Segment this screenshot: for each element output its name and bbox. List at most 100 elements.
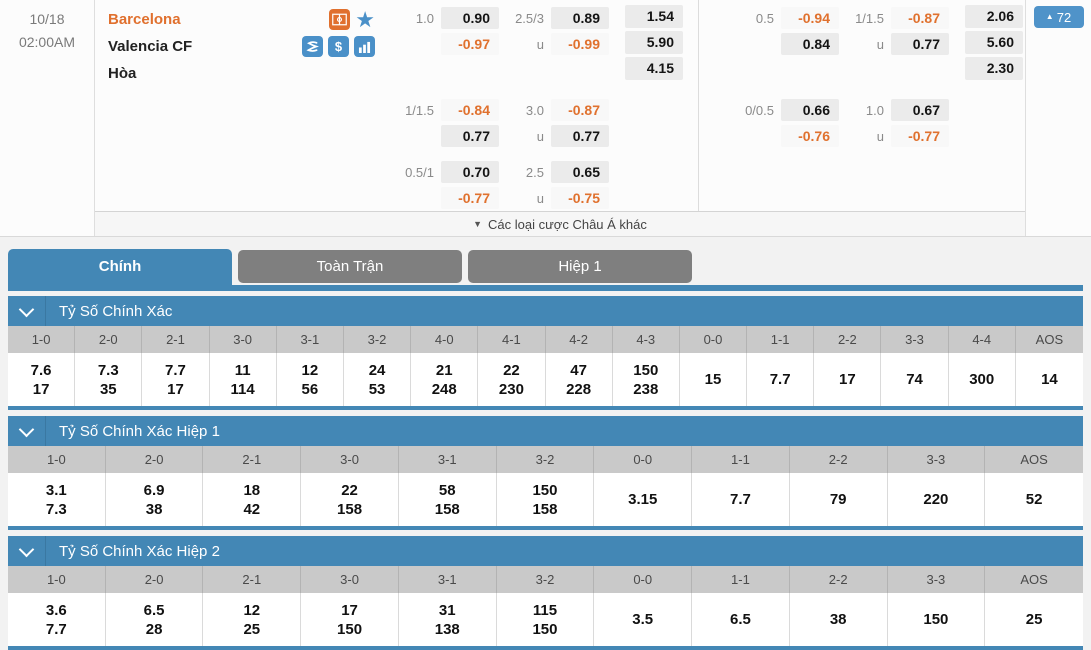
- score-odds-cell[interactable]: 6.5: [692, 593, 790, 646]
- away-odds: 138: [434, 620, 460, 638]
- odds-box[interactable]: -0.99: [551, 33, 609, 55]
- score-odds-cell[interactable]: 79: [789, 473, 888, 526]
- odds-box[interactable]: -0.75: [551, 187, 609, 209]
- home-odds: 12: [301, 361, 319, 379]
- score-odds-cell[interactable]: 24 53: [343, 353, 412, 406]
- odds-box[interactable]: -0.87: [551, 99, 609, 121]
- dollar-icon[interactable]: $: [328, 36, 349, 57]
- score-odds-cell[interactable]: 14: [1015, 353, 1083, 406]
- score-odds-cell[interactable]: 58 158: [398, 473, 497, 526]
- score-odds-cell[interactable]: 22 230: [478, 353, 546, 406]
- odds-box[interactable]: 0.89: [551, 7, 609, 29]
- score-column-header: 4-2: [545, 326, 613, 353]
- collapse-toggle[interactable]: [8, 296, 46, 326]
- score-odds-cell[interactable]: 12 25: [203, 593, 302, 646]
- favorite-star-icon[interactable]: ★: [355, 7, 375, 32]
- away-odds: 42: [243, 500, 261, 518]
- odds-box[interactable]: 0.70: [441, 161, 499, 183]
- odds-box[interactable]: 0.84: [781, 33, 839, 55]
- score-odds-cell[interactable]: 38: [789, 593, 888, 646]
- odds-count-button[interactable]: ▲ 72: [1033, 6, 1084, 28]
- odds-value: 6.5: [730, 611, 751, 628]
- odds-box[interactable]: -0.76: [781, 125, 839, 147]
- score-odds-cell[interactable]: 12 56: [276, 353, 344, 406]
- odds-box[interactable]: 0.66: [781, 99, 839, 121]
- score-odds-cell[interactable]: 74: [881, 353, 949, 406]
- score-odds-cell[interactable]: 7.6 17: [8, 353, 76, 406]
- odds-box[interactable]: 0.67: [891, 99, 949, 121]
- score-odds-cell[interactable]: 300: [948, 353, 1016, 406]
- bet-slip-icon[interactable]: [302, 36, 323, 57]
- score-odds-cell[interactable]: 31 138: [398, 593, 497, 646]
- odds-value: 3.15: [628, 491, 658, 508]
- stats-icon[interactable]: [354, 36, 375, 57]
- score-odds-cell[interactable]: 25: [985, 593, 1083, 646]
- score-odds-cell[interactable]: 3.5: [594, 593, 693, 646]
- odds-box[interactable]: 0.65: [551, 161, 609, 183]
- score-odds-cell[interactable]: 7.7: [747, 353, 815, 406]
- odds-box[interactable]: -0.94: [781, 7, 839, 29]
- more-asian-bets-toggle[interactable]: ▼ Các loại cược Châu Á khác: [95, 211, 1025, 236]
- odds-box[interactable]: -0.97: [441, 33, 499, 55]
- ft-handicap-column: 1.0 0.90 -0.97 1/1.5 -0.84 0.77 0.5/1 0.70 …: [389, 0, 499, 211]
- collapse-toggle[interactable]: [8, 416, 46, 446]
- full-time-odds-group: 1.0 0.90 -0.97 1/1.5 -0.84 0.77 0.5/1 0.70 …: [389, 0, 699, 212]
- tab-hiep-1[interactable]: Hiệp 1: [468, 250, 692, 283]
- home-team-name[interactable]: Barcelona: [108, 11, 181, 28]
- odds-box[interactable]: 5.90: [625, 31, 683, 54]
- score-odds-cell[interactable]: 6.5 28: [105, 593, 204, 646]
- score-odds-cell[interactable]: 15: [679, 353, 748, 406]
- score-odds-cell[interactable]: 6.9 38: [105, 473, 204, 526]
- odds-box[interactable]: 0.77: [441, 125, 499, 147]
- odds-box[interactable]: 0.90: [441, 7, 499, 29]
- score-odds-cell[interactable]: 3.15: [594, 473, 693, 526]
- odds-box[interactable]: -0.84: [441, 99, 499, 121]
- score-odds-cell[interactable]: 150: [887, 593, 986, 646]
- section-header[interactable]: Tỷ Số Chính Xác Hiệp 2: [8, 536, 1083, 566]
- score-odds-cell[interactable]: 7.7 17: [142, 353, 210, 406]
- score-odds-cell[interactable]: 7.7: [692, 473, 790, 526]
- score-odds-cell[interactable]: 17 150: [301, 593, 399, 646]
- score-odds-cell[interactable]: 17: [814, 353, 882, 406]
- away-odds: 38: [145, 500, 163, 518]
- pitch-icon[interactable]: [329, 9, 351, 30]
- score-odds-cell[interactable]: 220: [887, 473, 986, 526]
- score-odds-cell[interactable]: 3.1 7.3: [8, 473, 106, 526]
- away-team-name[interactable]: Valencia CF: [108, 38, 193, 55]
- score-odds-cell[interactable]: 52: [985, 473, 1083, 526]
- section-header[interactable]: Tỷ Số Chính Xác Hiệp 1: [8, 416, 1083, 446]
- odds-box[interactable]: 1.54: [625, 5, 683, 28]
- odds-box[interactable]: 0.77: [551, 125, 609, 147]
- odds-box[interactable]: -0.77: [891, 125, 949, 147]
- collapse-toggle[interactable]: [8, 536, 46, 566]
- score-odds-cell[interactable]: 22 158: [301, 473, 399, 526]
- score-odds-cell[interactable]: 115 150: [496, 593, 595, 646]
- score-column-header: 3-2: [496, 446, 595, 473]
- section-header[interactable]: Tỷ Số Chính Xác: [8, 296, 1083, 326]
- tab-toan-tran[interactable]: Toàn Trận: [238, 250, 462, 283]
- odds-box[interactable]: 2.06: [965, 5, 1023, 28]
- score-odds-cell[interactable]: 7.3 35: [75, 353, 143, 406]
- score-odds-cell[interactable]: 150 158: [496, 473, 595, 526]
- score-odds-cell[interactable]: 21 248: [411, 353, 479, 406]
- home-odds: 7.7: [165, 361, 186, 379]
- score-column-header: 4-1: [478, 326, 546, 353]
- odds-box[interactable]: 2.30: [965, 57, 1023, 80]
- score-column-header: 2-1: [203, 446, 302, 473]
- ou-line: 2.5/3: [515, 10, 544, 26]
- odds-box[interactable]: 0.77: [891, 33, 949, 55]
- odds-box[interactable]: 4.15: [625, 57, 683, 80]
- score-odds-cell[interactable]: 47 228: [545, 353, 613, 406]
- odds-value: 220: [923, 491, 949, 508]
- odds-box[interactable]: -0.87: [891, 7, 949, 29]
- score-odds-cell[interactable]: 3.6 7.7: [8, 593, 106, 646]
- tab-chinh[interactable]: Chính: [8, 249, 232, 285]
- odds-box[interactable]: -0.77: [441, 187, 499, 209]
- score-odds-cell[interactable]: 18 42: [203, 473, 302, 526]
- match-time: 02:00AM: [18, 34, 76, 50]
- score-odds-cell[interactable]: 150 238: [612, 353, 680, 406]
- odds-box[interactable]: 5.60: [965, 31, 1023, 54]
- score-odds-cell[interactable]: 11 114: [209, 353, 277, 406]
- score-column-header: 2-1: [142, 326, 210, 353]
- triangle-up-icon: ▲: [1045, 12, 1054, 21]
